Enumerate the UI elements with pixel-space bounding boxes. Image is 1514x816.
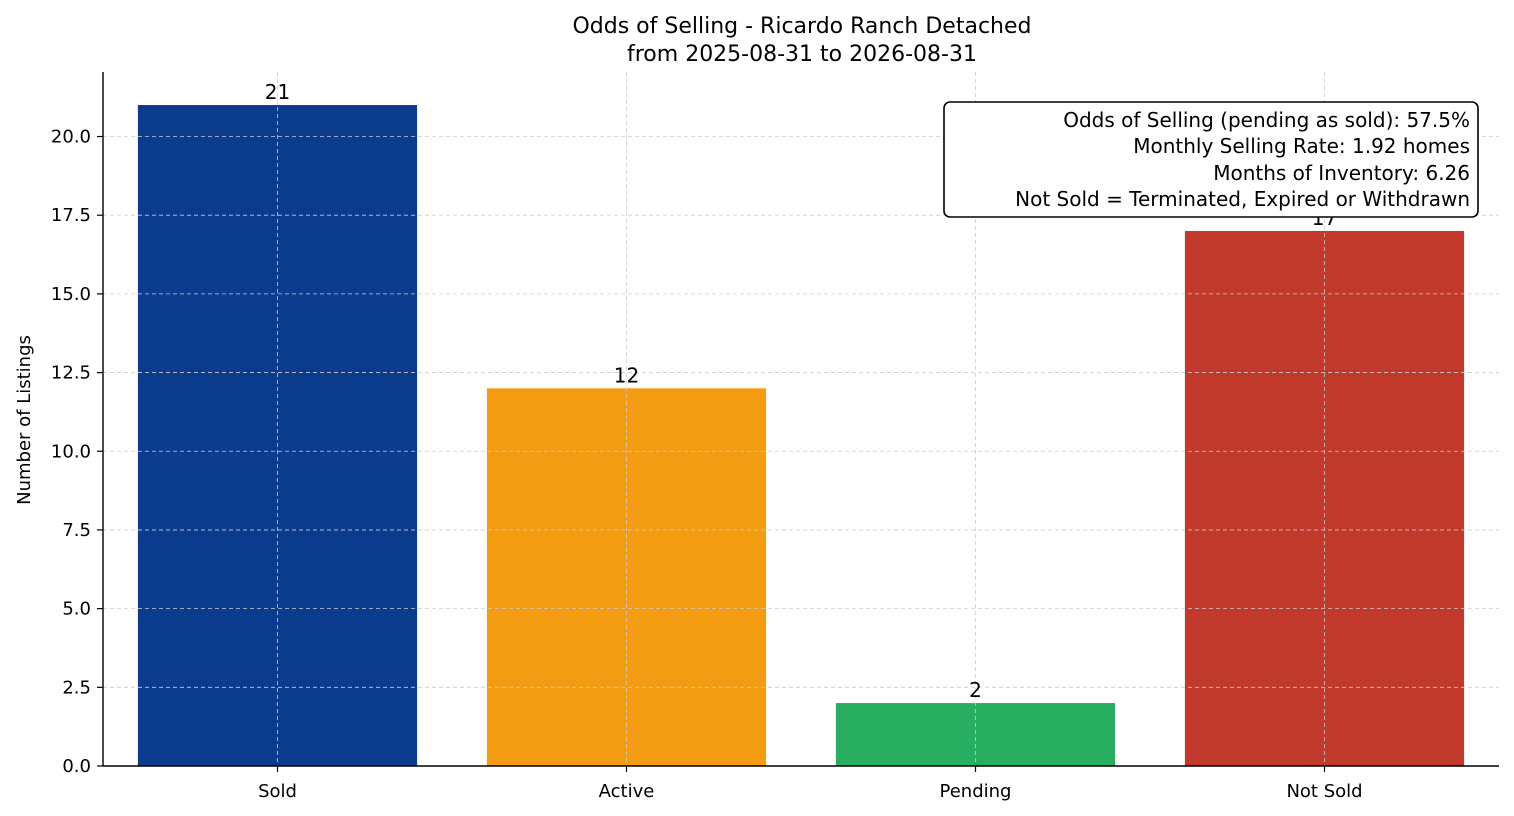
axes: 0.0 2.5 5.0 7.5 10.0 12.5 15.0 17.5 20.0 Sold Acti… [51,72,1499,802]
chart-title: Odds of Selling - Ricardo Ranch Detached [572,14,1031,39]
bar-value-label: 2 [969,678,982,702]
y-tick-label: 20.0 [51,127,91,148]
y-axis-label: Number of Listings [14,335,35,505]
y-tick-label: 15.0 [51,284,91,305]
y-tick-label: 12.5 [51,363,91,384]
y-tick-label: 10.0 [51,441,91,462]
bar-sold [137,105,418,767]
annotation-not-sold-definition: Not Sold = Terminated, Expired or Withdr… [1015,187,1470,211]
x-tick-label: Active [599,781,655,802]
x-tick-label: Pending [940,781,1012,802]
chart-subtitle: from 2025-08-31 to 2026-08-31 [627,42,977,67]
annotation-monthly-selling-rate: Monthly Selling Rate: 1.92 homes [1133,134,1470,158]
bar-value-label: 12 [614,363,639,387]
bar-value-label: 21 [265,80,290,104]
stats-annotation-box: Odds of Selling (pending as sold): 57.5%… [943,101,1479,218]
y-tick-label: 17.5 [51,205,91,226]
annotation-months-of-inventory: Months of Inventory: 6.26 [1213,161,1470,185]
annotation-odds-of-selling: Odds of Selling (pending as sold): 57.5% [1063,108,1470,132]
y-tick-label: 5.0 [62,599,91,620]
x-tick-label: Not Sold [1286,781,1362,802]
annotation-frame [943,101,1479,218]
x-tick-label: Sold [258,781,297,802]
y-tick-label: 0.0 [62,756,91,777]
y-tick-label: 2.5 [62,677,91,698]
bar-pending [835,703,1116,766]
y-tick-label: 7.5 [62,520,91,541]
